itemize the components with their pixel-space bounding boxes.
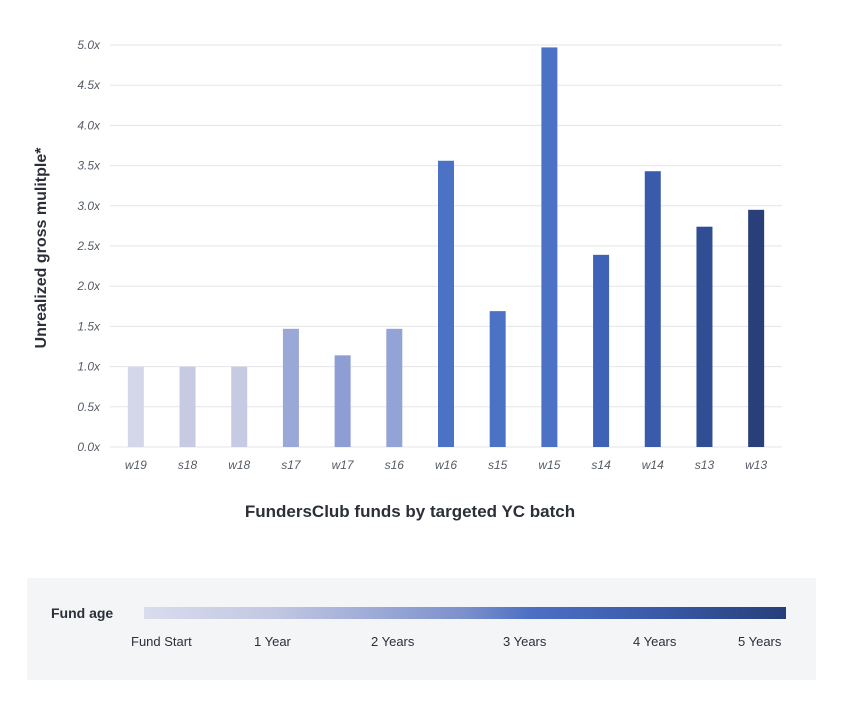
x-tick-label-w19: w19	[125, 458, 147, 472]
legend-title: Fund age	[51, 605, 114, 621]
x-axis-label: FundersClub funds by targeted YC batch	[245, 502, 575, 521]
bar-w19	[127, 366, 144, 447]
y-tick-label: 5.0x	[77, 38, 101, 52]
y-tick-label: 0.0x	[77, 440, 101, 454]
fund-age-gradient-bar	[144, 607, 786, 619]
x-tick-label-s18: s18	[178, 458, 198, 472]
x-tick-label-w14: w14	[642, 458, 664, 472]
x-tick-label-s14: s14	[591, 458, 611, 472]
x-tick-label-w18: w18	[228, 458, 250, 472]
x-axis-ticks: w19 s18 w18 s17 w17 s16 w16 s15 w15 s14 w14 s13 w13	[125, 458, 768, 472]
legend-tick-fund-start: Fund Start	[131, 634, 192, 649]
bar-s16	[386, 328, 403, 447]
x-tick-label-w15: w15	[538, 458, 560, 472]
y-tick-label: 0.5x	[77, 400, 101, 414]
fund-age-legend: Fund age Fund Start 1 Year 2 Years 3 Yea…	[27, 578, 816, 680]
x-tick-label-w17: w17	[332, 458, 355, 472]
x-tick-label-w13: w13	[745, 458, 767, 472]
bar-chart: 0.0x 0.5x 1.0x 1.5x 2.0x 2.5x 3.0x 3.5x 4.0x 4.5x…	[33, 38, 782, 521]
bar-s18	[179, 366, 196, 447]
bar-s15	[489, 311, 506, 447]
y-axis-ticks: 0.0x 0.5x 1.0x 1.5x 2.0x 2.5x 3.0x 3.5x 4.0x 4.5x…	[76, 38, 101, 454]
bar-w17	[334, 355, 351, 447]
bar-s17	[282, 328, 299, 447]
bar-w16	[438, 160, 454, 447]
legend-tick-4-years: 4 Years	[633, 634, 677, 649]
y-tick-label: 3.5x	[77, 159, 101, 173]
legend-tick-2-years: 2 Years	[371, 634, 415, 649]
x-tick-label-s15: s15	[488, 458, 508, 472]
y-tick-label: 1.5x	[77, 319, 101, 333]
y-tick-label: 2.5x	[76, 239, 101, 253]
y-tick-label: 4.0x	[77, 118, 101, 132]
legend-tick-1-year: 1 Year	[254, 634, 291, 649]
x-tick-label-s13: s13	[695, 458, 715, 472]
y-tick-label: 2.0x	[76, 279, 101, 293]
x-tick-label-s17: s17	[281, 458, 302, 472]
legend-tick-3-years: 3 Years	[503, 634, 547, 649]
x-tick-label-s16: s16	[385, 458, 405, 472]
bar-s13	[696, 226, 713, 447]
y-tick-label: 3.0x	[77, 199, 101, 213]
bar-w15	[541, 47, 558, 448]
y-tick-label: 1.0x	[77, 360, 101, 374]
bar-s14	[593, 254, 610, 447]
legend-tick-5-years: 5 Years	[738, 634, 782, 649]
bar-w14	[644, 171, 661, 447]
bars	[127, 47, 765, 448]
bar-w18	[231, 366, 248, 447]
y-tick-label: 4.5x	[77, 78, 101, 92]
y-axis-label: Unrealized gross mulitple*	[33, 147, 50, 349]
x-tick-label-w16: w16	[435, 458, 457, 472]
bar-w13	[748, 209, 765, 447]
